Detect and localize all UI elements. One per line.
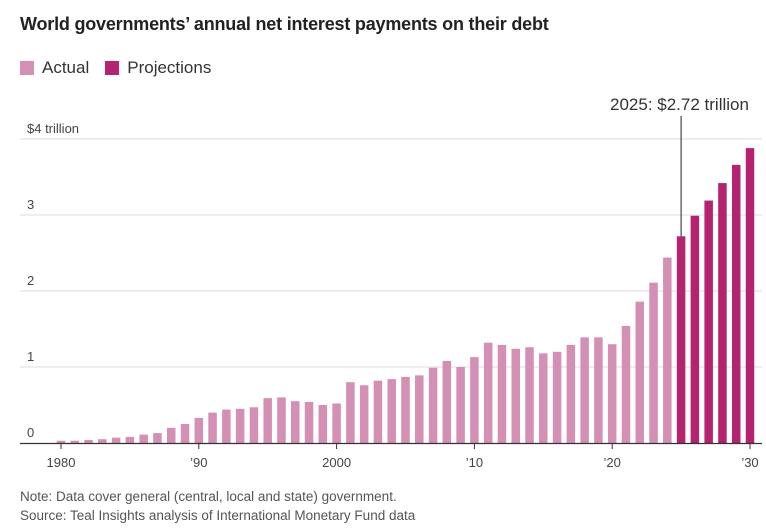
chart-legend: Actual Projections [20,58,227,78]
bar-actual [208,412,217,443]
annotation-layer: 2025: $2.72 trillion [610,95,749,237]
footer-source: Source: Teal Insights analysis of Intern… [20,508,416,523]
bar-actual [194,417,204,443]
bar-actual [607,344,617,443]
legend-label-projections: Projections [127,58,212,77]
bar-layer [56,148,755,443]
bar-actual [580,337,589,443]
y-tick-label: $4 trillion [27,121,79,136]
axis-layer: $4 trillion 3 2 1 0 1980 ’90 2000 ’10 ’20 ’30 [20,121,762,470]
bar-actual [511,348,520,443]
bar-actual [415,375,424,443]
bar-actual [483,342,493,443]
chart-title: World governments’ annual net interest p… [20,14,549,34]
bar-actual [594,337,603,443]
legend-item-projections: Projections [105,58,211,78]
chart-footer: Note: Data cover general (central, local… [20,487,415,525]
bar-actual [125,436,135,443]
bar-actual [332,403,341,443]
legend-swatch-actual [20,61,34,75]
bar-actual [222,409,231,443]
x-tick-label: 2000 [322,455,351,470]
bar-actual [621,325,631,443]
bar-actual [166,427,176,443]
bar-actual [663,257,672,443]
bar-projection [718,183,727,443]
bar-actual [401,376,410,443]
legend-item-actual: Actual [20,58,89,78]
bar-actual [456,367,465,443]
bar-actual [291,401,300,443]
legend-swatch-projections [105,61,120,75]
bar-actual [70,440,80,443]
y-tick-label: 3 [27,197,34,212]
y-tick-label: 0 [27,425,34,440]
y-tick-label: 1 [27,349,34,364]
bar-actual [263,398,272,443]
bar-actual [539,353,548,443]
bar-actual [566,344,576,443]
bar-actual [525,347,534,443]
x-tick-label: ’10 [466,455,483,470]
bar-actual [387,379,396,443]
bar-actual [180,424,190,443]
bar-actual [497,344,507,443]
bar-actual [56,440,66,443]
bar-actual [277,397,286,443]
bar-actual [373,380,383,443]
bar-actual [235,408,245,443]
x-tick-label: ’20 [604,455,621,470]
bar-actual [552,351,562,443]
bar-actual [84,439,93,443]
bar-actual [139,434,148,443]
annotation-label: 2025: $2.72 trillion [610,95,749,114]
bar-actual [318,405,328,443]
bar-actual [359,385,369,443]
bar-actual [346,382,355,443]
bar-actual [153,433,162,443]
footer-note: Note: Data cover general (central, local… [20,489,397,504]
bar-actual [428,367,438,443]
bar-projection [731,164,741,443]
bar-actual [111,437,121,443]
x-tick-label: ’30 [741,455,758,470]
bar-actual [98,439,107,443]
legend-label-actual: Actual [42,58,90,77]
bar-actual [442,360,452,443]
bar-projection [690,215,700,443]
bar-actual [649,282,658,443]
bar-projection [704,200,713,443]
y-tick-label: 2 [27,273,34,288]
bar-actual [249,407,259,443]
bar-actual [470,357,479,443]
bar-projection [676,236,686,443]
x-tick-label: 1980 [47,455,76,470]
bar-actual [635,301,645,443]
bar-actual [304,401,314,443]
x-tick-label: ’90 [190,455,207,470]
bar-projection [745,148,755,443]
